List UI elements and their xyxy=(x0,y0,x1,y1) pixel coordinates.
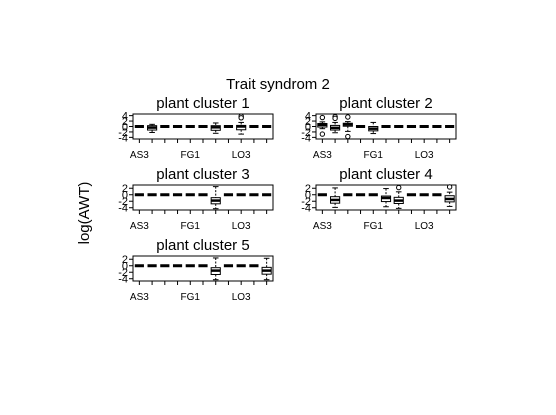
y-tick-label: -4 xyxy=(118,132,128,144)
box-7 xyxy=(393,184,404,209)
y-tick-label: 4 xyxy=(305,111,311,123)
x-tick-label: AS3 xyxy=(130,150,149,161)
x-tick-label: LO3 xyxy=(415,221,434,232)
x-tick-label: FG1 xyxy=(181,221,201,232)
outlier-point xyxy=(332,115,338,122)
box-9 xyxy=(236,113,247,135)
panel-title: plant cluster 5 xyxy=(156,237,249,254)
box-11 xyxy=(261,257,272,281)
x-tick-label: LO3 xyxy=(232,221,251,232)
y-tick-label: -4 xyxy=(118,274,128,286)
box-7 xyxy=(210,122,221,134)
y-tick-label: -2 xyxy=(118,196,128,208)
y-tick-label: 2 xyxy=(122,183,128,195)
box-11 xyxy=(444,184,455,207)
box-3 xyxy=(342,114,353,140)
box-5 xyxy=(368,121,379,135)
y-tick-label: -2 xyxy=(301,196,311,208)
outlier-point xyxy=(345,114,351,120)
panel-title: plant cluster 2 xyxy=(339,95,432,112)
outlier-point xyxy=(238,115,244,121)
x-tick-label: FG1 xyxy=(181,150,201,161)
box-2 xyxy=(330,187,341,208)
panel-frame xyxy=(132,184,274,211)
panel-title: plant cluster 4 xyxy=(339,166,432,183)
y-tick-label: -4 xyxy=(301,132,311,144)
x-tick-label: FG1 xyxy=(364,150,384,161)
panel-title: plant cluster 1 xyxy=(156,95,249,112)
y-tick-label: 0 xyxy=(305,122,311,134)
y-tick-label: -2 xyxy=(118,267,128,279)
y-tick-label: 0 xyxy=(122,190,128,202)
x-tick-label: LO3 xyxy=(415,150,434,161)
y-tick-label: 4 xyxy=(122,111,128,123)
x-tick-label: AS3 xyxy=(313,221,332,232)
x-tick-label: LO3 xyxy=(232,292,251,303)
x-tick-label: LO3 xyxy=(232,150,251,161)
y-tick-label: 2 xyxy=(122,254,128,266)
outlier-point xyxy=(396,184,402,191)
y-tick-label: 2 xyxy=(122,116,128,128)
y-tick-label: 0 xyxy=(122,122,128,134)
box-2 xyxy=(330,114,341,134)
y-tick-label: 0 xyxy=(122,261,128,273)
main-title: Trait syndrom 2 xyxy=(226,76,330,93)
y-tick-label: -2 xyxy=(118,127,128,139)
y-tick-label: -4 xyxy=(118,203,128,215)
y-tick-label: 2 xyxy=(305,116,311,128)
y-tick-label: 0 xyxy=(305,190,311,202)
x-tick-label: AS3 xyxy=(130,292,149,303)
x-tick-label: FG1 xyxy=(181,292,201,303)
panel-title: plant cluster 3 xyxy=(156,166,249,183)
outlier-point xyxy=(319,114,326,121)
box-7 xyxy=(210,186,221,210)
box-6 xyxy=(380,188,392,208)
x-tick-label: AS3 xyxy=(130,221,149,232)
box-2 xyxy=(147,123,158,133)
y-tick-label: -4 xyxy=(301,203,311,215)
box-7 xyxy=(210,257,221,281)
outlier-point xyxy=(319,131,326,137)
box-1 xyxy=(317,114,328,137)
x-tick-label: FG1 xyxy=(364,221,384,232)
outlier-point xyxy=(345,133,351,140)
panel-frame xyxy=(132,255,274,282)
y-tick-label: -2 xyxy=(301,127,311,139)
y-axis-label: log(AWT) xyxy=(76,182,93,245)
y-tick-label: 2 xyxy=(305,183,311,195)
outlier-point xyxy=(446,184,453,190)
x-tick-label: AS3 xyxy=(313,150,332,161)
